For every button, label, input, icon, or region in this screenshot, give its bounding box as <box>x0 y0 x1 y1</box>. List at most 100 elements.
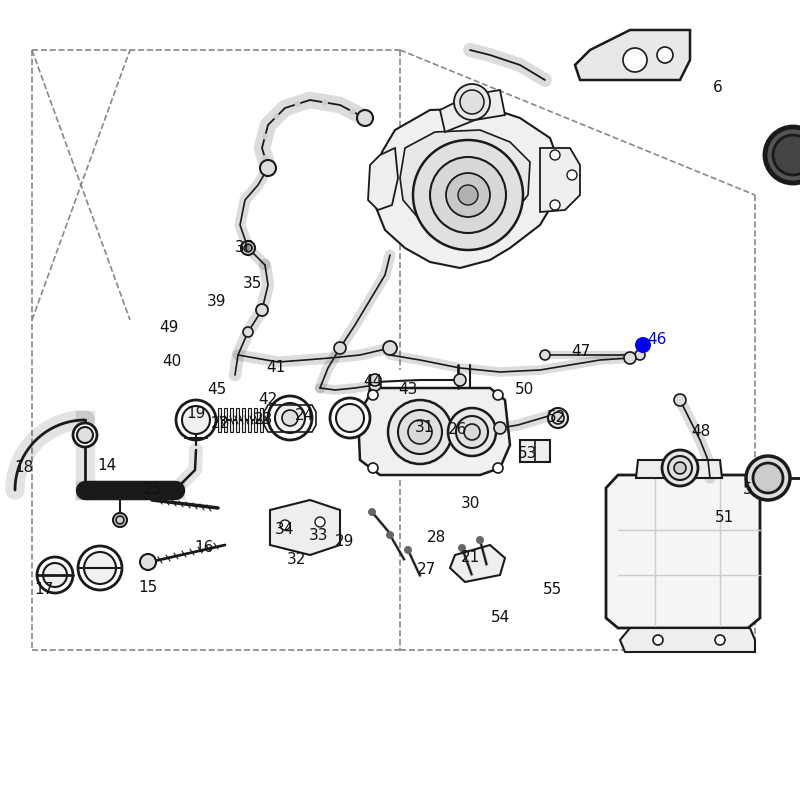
Circle shape <box>43 563 67 587</box>
Circle shape <box>113 513 127 527</box>
Text: 24: 24 <box>294 407 314 422</box>
Circle shape <box>330 398 370 438</box>
Circle shape <box>334 342 346 354</box>
Circle shape <box>746 456 790 500</box>
Polygon shape <box>230 408 233 432</box>
Circle shape <box>116 516 124 524</box>
Text: 44: 44 <box>363 374 382 390</box>
Polygon shape <box>575 30 690 80</box>
Text: 27: 27 <box>418 562 437 578</box>
Polygon shape <box>636 460 722 478</box>
Circle shape <box>388 400 452 464</box>
Text: 25: 25 <box>142 482 162 498</box>
Circle shape <box>398 410 442 454</box>
Polygon shape <box>440 90 505 132</box>
Circle shape <box>262 155 268 161</box>
Polygon shape <box>450 545 505 582</box>
Circle shape <box>550 200 560 210</box>
Bar <box>520 440 550 462</box>
Circle shape <box>404 546 412 554</box>
Polygon shape <box>358 388 510 475</box>
Circle shape <box>275 403 305 433</box>
Circle shape <box>765 127 800 183</box>
Circle shape <box>668 456 692 480</box>
Text: 54: 54 <box>490 610 510 625</box>
Polygon shape <box>254 408 257 432</box>
Circle shape <box>493 390 503 400</box>
Circle shape <box>623 48 647 72</box>
Circle shape <box>294 101 301 107</box>
Circle shape <box>350 109 355 114</box>
Text: 55: 55 <box>542 582 562 598</box>
Circle shape <box>369 379 381 391</box>
Circle shape <box>458 544 466 552</box>
Text: 39: 39 <box>207 294 226 310</box>
Polygon shape <box>400 130 530 232</box>
Circle shape <box>715 635 725 645</box>
Text: 35: 35 <box>243 275 262 290</box>
Circle shape <box>552 412 564 424</box>
Circle shape <box>315 517 325 527</box>
Circle shape <box>635 337 651 353</box>
Circle shape <box>368 390 378 400</box>
Circle shape <box>262 134 268 139</box>
Polygon shape <box>242 408 245 432</box>
Text: 6: 6 <box>713 81 723 95</box>
Circle shape <box>176 400 216 440</box>
Text: 36: 36 <box>235 241 254 255</box>
Circle shape <box>458 185 478 205</box>
Circle shape <box>624 352 636 364</box>
Circle shape <box>460 90 484 114</box>
Text: 52: 52 <box>546 410 566 426</box>
Circle shape <box>84 552 116 584</box>
Circle shape <box>653 635 663 645</box>
Circle shape <box>37 557 73 593</box>
Text: 28: 28 <box>426 530 446 545</box>
Circle shape <box>456 416 488 448</box>
Text: 29: 29 <box>335 534 354 550</box>
Circle shape <box>369 374 381 386</box>
Circle shape <box>244 244 252 252</box>
Text: 30: 30 <box>462 495 481 510</box>
Circle shape <box>241 241 255 255</box>
Circle shape <box>773 135 800 175</box>
Circle shape <box>256 304 268 316</box>
Text: 14: 14 <box>98 458 117 473</box>
Text: 47: 47 <box>571 345 590 359</box>
Text: 17: 17 <box>34 582 54 598</box>
Text: 50: 50 <box>514 382 534 398</box>
Circle shape <box>246 246 250 250</box>
Circle shape <box>140 554 156 570</box>
Text: 15: 15 <box>138 581 158 595</box>
Text: 33: 33 <box>310 529 329 543</box>
Text: 23: 23 <box>254 413 274 427</box>
Circle shape <box>77 427 93 443</box>
Polygon shape <box>260 408 263 432</box>
Circle shape <box>674 394 686 406</box>
Circle shape <box>322 99 328 106</box>
Polygon shape <box>270 500 340 555</box>
Circle shape <box>657 47 673 63</box>
Circle shape <box>674 462 686 474</box>
Circle shape <box>282 410 298 426</box>
Text: 43: 43 <box>398 382 418 398</box>
Circle shape <box>73 423 97 447</box>
Polygon shape <box>248 408 251 432</box>
Circle shape <box>243 327 253 337</box>
Circle shape <box>753 463 783 493</box>
Circle shape <box>476 536 484 544</box>
Circle shape <box>662 450 698 486</box>
Circle shape <box>430 157 506 233</box>
Circle shape <box>408 420 432 444</box>
Text: 26: 26 <box>448 422 468 438</box>
Text: 46: 46 <box>647 333 666 347</box>
Circle shape <box>78 546 122 590</box>
Circle shape <box>368 508 376 516</box>
Polygon shape <box>606 475 760 628</box>
Circle shape <box>494 422 506 434</box>
Polygon shape <box>236 408 239 432</box>
Polygon shape <box>224 408 227 432</box>
Text: 49: 49 <box>159 321 178 335</box>
Circle shape <box>550 150 560 160</box>
Circle shape <box>386 531 394 539</box>
